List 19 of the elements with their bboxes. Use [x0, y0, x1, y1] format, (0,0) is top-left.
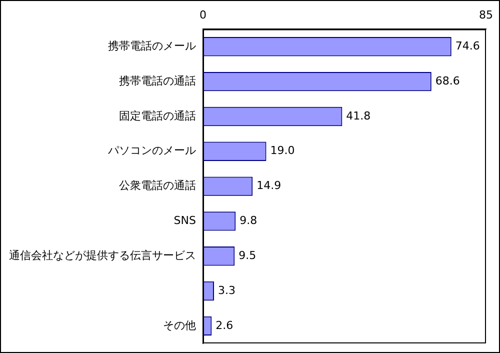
- y-tick-label: SNS: [174, 214, 196, 228]
- data-label: 41.8: [346, 109, 371, 122]
- data-label: 2.6: [216, 318, 234, 332]
- y-tick-label: パソコンのメール: [107, 144, 196, 158]
- y-tick-label: 通信会社などが提供する伝言サービス: [9, 248, 196, 262]
- y-tick-label: 公衆電話の通話: [119, 179, 196, 192]
- y-tick-label: 携帯電話の通話: [119, 74, 196, 88]
- data-label: 19.0: [270, 144, 295, 158]
- data-label: 9.5: [238, 248, 256, 262]
- data-label: 3.3: [218, 284, 236, 297]
- data-label: 68.6: [435, 74, 460, 88]
- data-label: 14.9: [256, 179, 282, 192]
- y-tick-label: 携帯電話のメール: [108, 40, 196, 53]
- data-label: 9.8: [240, 214, 258, 228]
- data-label: 74.6: [455, 40, 480, 53]
- y-tick-label: 固定電話の通話: [119, 109, 196, 122]
- x-tick-label: 85: [479, 8, 493, 22]
- y-tick-label: その他: [163, 318, 196, 332]
- x-tick-label: 0: [200, 8, 206, 22]
